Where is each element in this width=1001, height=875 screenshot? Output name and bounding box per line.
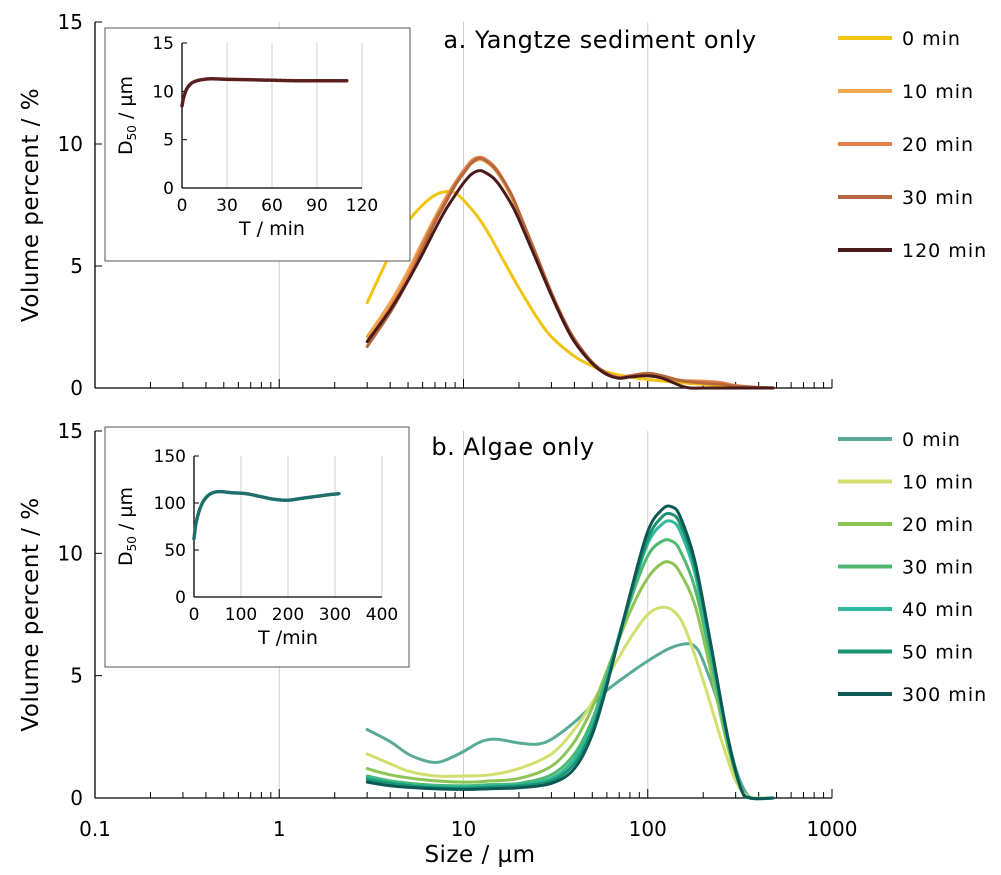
- inset-y-tick-label: 10: [152, 82, 174, 102]
- series-line: [365, 504, 775, 801]
- inset-y-tick-label: 0: [175, 588, 186, 608]
- inset-x-tick-label: 30: [216, 196, 238, 216]
- inset-x-axis-label: T / min: [238, 218, 305, 240]
- y-tick-label: 5: [70, 254, 83, 278]
- inset-y-tick-label: 150: [154, 447, 186, 467]
- inset-frame: [104, 426, 410, 668]
- inset-y-axis-label: D50 / µm: [115, 76, 139, 155]
- y-tick-label: 15: [58, 419, 83, 443]
- inset-frame: [104, 27, 411, 262]
- chart-title: a. Yangtze sediment only: [443, 26, 756, 54]
- y-tick-label: 5: [70, 664, 83, 688]
- y-tick-label: 10: [58, 132, 83, 156]
- legend-label: 10 min: [902, 81, 974, 103]
- panel-a: 0 5 10 15 Volume percent / % a. Yangtze sedim…: [18, 10, 987, 400]
- legend-label: 10 min: [902, 472, 974, 494]
- legend-label: 120 min: [902, 240, 987, 262]
- chart-title: b. Algae only: [431, 433, 594, 461]
- series-line: [365, 605, 775, 800]
- inset-x-tick-label: 0: [189, 605, 200, 625]
- legend-label: 20 min: [902, 134, 974, 156]
- x-axis-label: Size / µm: [424, 842, 535, 868]
- legend-label: 0 min: [902, 429, 961, 451]
- inset-y-tick-label: 50: [164, 541, 186, 561]
- y-tick-label: 15: [58, 10, 83, 34]
- y-tick-label: 10: [58, 541, 83, 565]
- series-line: [365, 189, 775, 390]
- inset-x-tick-label: 90: [306, 196, 328, 216]
- y-axis-label: Volume percent / %: [18, 497, 44, 731]
- inset-x-tick-label: 0: [177, 196, 188, 216]
- legend-label: 30 min: [902, 557, 974, 579]
- inset-x-tick-label: 300: [319, 605, 351, 625]
- inset-y-tick-label: 0: [163, 179, 174, 199]
- inset-y-label-sub: 50: [125, 125, 139, 140]
- y-tick-label: 0: [70, 376, 83, 400]
- inset-x-tick-label: 200: [272, 605, 304, 625]
- x-tick-label: 1000: [807, 817, 858, 841]
- x-tick-label: 0.1: [79, 817, 111, 841]
- inset-x-tick-label: 100: [225, 605, 257, 625]
- series-line: [365, 538, 775, 801]
- inset-y-tick-label: 5: [163, 131, 174, 151]
- inset-x-tick-label: 60: [261, 196, 283, 216]
- x-tick-label: 10: [451, 817, 476, 841]
- inset-series-core: [180, 77, 349, 107]
- inset-y-label-unit: / µm: [115, 76, 137, 125]
- inset-y-tick-label: 100: [154, 494, 186, 514]
- y-tick-label: 0: [70, 786, 83, 810]
- inset-x-tick-label: 400: [366, 605, 398, 625]
- inset-x-tick-label: 120: [346, 196, 378, 216]
- legend-label: 20 min: [902, 514, 974, 536]
- x-tick-label: 100: [629, 817, 667, 841]
- inset-series-core: [192, 490, 341, 540]
- inset-y-label-sub: 50: [125, 536, 139, 551]
- legend-label: 40 min: [902, 599, 974, 621]
- inset-x-axis-label: T /min: [257, 627, 318, 649]
- inset-y-label-main: D: [115, 140, 137, 155]
- legend-label: 0 min: [902, 28, 961, 50]
- y-axis-label: Volume percent / %: [18, 88, 44, 322]
- inset-y-label-main: D: [115, 551, 137, 566]
- inset-y-label-unit: / µm: [115, 487, 137, 536]
- inset-y-tick-label: 15: [152, 34, 174, 54]
- legend-label: 50 min: [902, 642, 974, 664]
- inset-y-axis-label: D50 / µm: [115, 487, 139, 566]
- series-line: [365, 169, 775, 390]
- x-tick-label: 1: [273, 817, 286, 841]
- legend-label: 300 min: [902, 684, 987, 706]
- legend-label: 30 min: [902, 187, 974, 209]
